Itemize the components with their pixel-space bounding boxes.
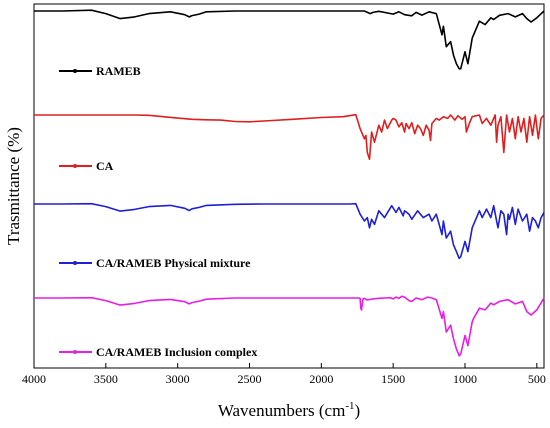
series-line-1 — [34, 9, 545, 70]
legend-label-1: RAMEB — [96, 64, 141, 78]
x-axis-tick-labels: 4000 3500 3000 2500 2000 1500 1000 500 — [22, 372, 546, 386]
x-tick-label-4000: 4000 — [22, 372, 46, 386]
plot-frame — [33, 3, 545, 369]
x-tick-label-3500: 3500 — [94, 372, 118, 386]
x-axis-ticks — [33, 363, 538, 368]
legend-marker-1 — [73, 69, 77, 73]
legend-marker-4 — [73, 350, 77, 354]
x-axis-title: Wavenumbers (cm-1) — [218, 400, 360, 420]
spectra-layer — [34, 9, 545, 357]
series-line-2 — [34, 113, 545, 160]
x-axis-title-sup: -1 — [345, 400, 354, 412]
x-tick-label-1500: 1500 — [381, 372, 405, 386]
x-tick-label-2500: 2500 — [237, 372, 261, 386]
x-tick-label-2000: 2000 — [309, 372, 333, 386]
legend-label-3: CA/RAMEB Physical mixture — [96, 256, 251, 270]
legend-marker-2 — [73, 164, 77, 168]
y-axis-title: Trasmittance (%) — [4, 127, 23, 245]
legend-marker-3 — [73, 261, 77, 265]
legend-label-2: CA — [96, 159, 114, 173]
x-axis-title-main: Wavenumbers (cm — [218, 401, 346, 420]
x-tick-label-500: 500 — [528, 372, 546, 386]
series-line-4 — [34, 295, 545, 357]
legend-label-4: CA/RAMEB Inclusion complex — [96, 345, 257, 359]
x-tick-label-1000: 1000 — [453, 372, 477, 386]
x-tick-label-3000: 3000 — [166, 372, 190, 386]
x-axis-title-suffix: ) — [355, 401, 361, 420]
inline-legends: RAMEB CA CA/RAMEB Physical mixture CA/RAMEB… — [59, 64, 257, 359]
series-line-3 — [34, 202, 545, 260]
